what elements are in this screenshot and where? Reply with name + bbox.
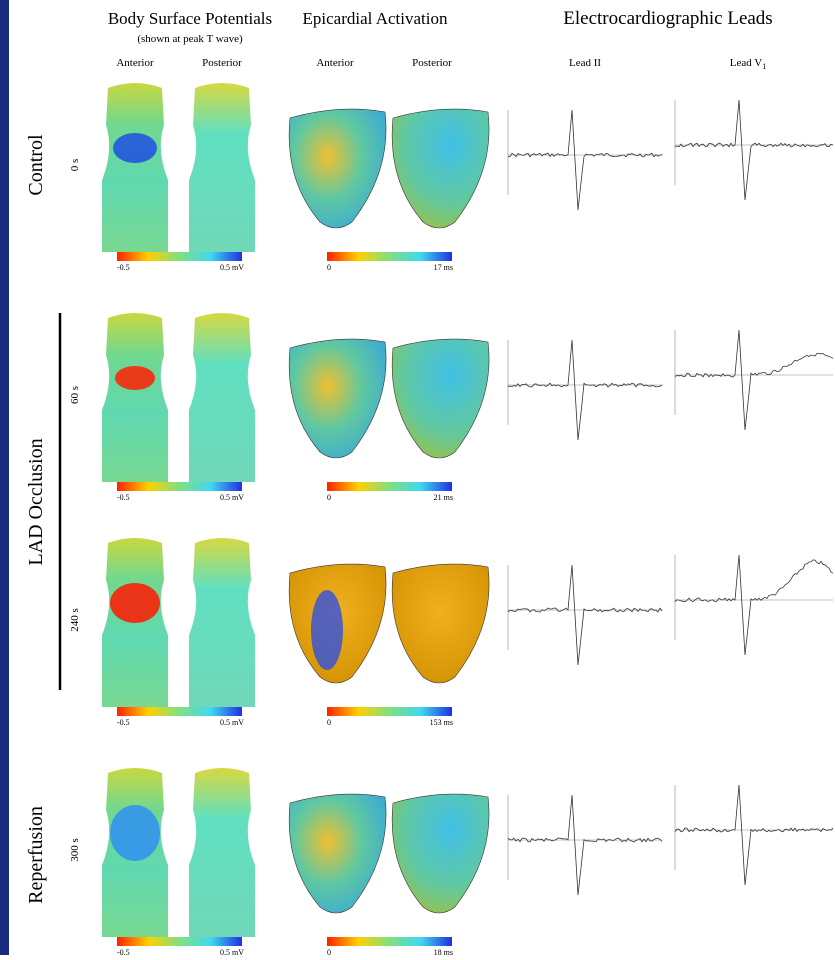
- ecg-trace: [507, 564, 663, 666]
- subheader: Lead II: [569, 57, 601, 69]
- torso: [102, 313, 168, 482]
- scale-label: 21 ms: [434, 493, 453, 502]
- torso: [189, 313, 255, 482]
- subheader: Anterior: [116, 57, 154, 69]
- ecg-trace: [507, 339, 663, 441]
- group-label: LAD Occlusion: [25, 438, 47, 565]
- scale-label: 0: [327, 948, 331, 955]
- torso: [189, 83, 255, 252]
- potential-region: [113, 133, 157, 163]
- potential-region: [110, 583, 160, 623]
- subheader: Anterior: [316, 57, 354, 69]
- scale-label: 0: [327, 718, 331, 727]
- heart: [391, 108, 490, 229]
- ecg-trace: [507, 109, 663, 211]
- ecg-trace: [507, 794, 663, 896]
- subheader-sub: 1: [762, 62, 766, 71]
- color-scale: [327, 707, 452, 716]
- torso: [102, 83, 168, 252]
- torso: [189, 538, 255, 707]
- heart: [288, 338, 387, 459]
- column-title: Electrocardiographic Leads: [563, 8, 772, 29]
- potential-region: [110, 805, 160, 861]
- scale-label: 0.5 mV: [220, 263, 244, 272]
- column-title: Epicardial Activation: [303, 9, 448, 28]
- heart: [391, 338, 490, 459]
- scale-label: -0.5: [117, 948, 130, 955]
- color-scale: [327, 937, 452, 946]
- scale-label: -0.5: [117, 263, 130, 272]
- activation-region: [311, 590, 343, 670]
- potential-region: [115, 366, 155, 390]
- color-scale: [327, 252, 452, 261]
- column-title: Body Surface Potentials: [108, 9, 272, 28]
- scale-label: -0.5: [117, 493, 130, 502]
- ecg-trace: [674, 554, 834, 656]
- heart: [391, 563, 490, 684]
- color-scale: [117, 482, 242, 491]
- subheader-text: Lead V: [730, 57, 763, 69]
- time-label: 300 s: [69, 838, 81, 862]
- color-scale: [117, 252, 242, 261]
- scale-label: 0.5 mV: [220, 718, 244, 727]
- scale-label: 18 ms: [434, 948, 453, 955]
- torso: [189, 768, 255, 937]
- time-label: 60 s: [69, 386, 81, 404]
- heart: [288, 793, 387, 914]
- heart: [288, 108, 387, 229]
- color-scale: [117, 937, 242, 946]
- scale-label: 0: [327, 493, 331, 502]
- group-label: Control: [25, 134, 47, 196]
- color-scale: [117, 707, 242, 716]
- ecg-trace: [674, 784, 834, 886]
- scale-label: 0.5 mV: [220, 948, 244, 955]
- subheader: Posterior: [202, 57, 242, 69]
- scale-label: 0.5 mV: [220, 493, 244, 502]
- heart: [391, 793, 490, 914]
- column-note: (shown at peak T wave): [137, 33, 243, 45]
- ecg-trace: [674, 99, 834, 201]
- subheader: Lead V1: [730, 57, 766, 71]
- scale-label: 153 ms: [430, 718, 453, 727]
- ecg-trace: [674, 329, 834, 431]
- scale-label: 0: [327, 263, 331, 272]
- time-label: 240 s: [69, 608, 81, 632]
- scale-label: -0.5: [117, 718, 130, 727]
- scale-label: 17 ms: [434, 263, 453, 272]
- time-label: 0 s: [69, 159, 81, 172]
- group-label: Reperfusion: [25, 806, 47, 904]
- color-scale: [327, 482, 452, 491]
- subheader: Posterior: [412, 57, 452, 69]
- side-strip: [0, 0, 9, 955]
